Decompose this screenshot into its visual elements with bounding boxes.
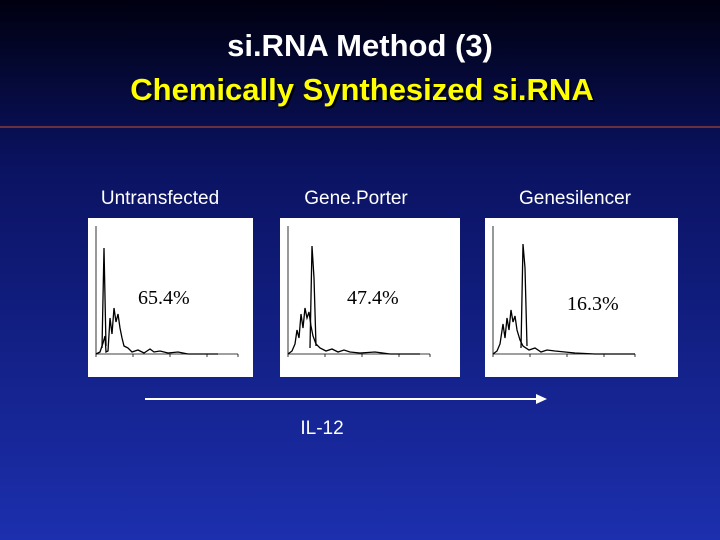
histogram-panel: 47.4%: [280, 218, 460, 377]
percent-label: 16.3%: [567, 293, 619, 315]
percent-label: 47.4%: [347, 287, 399, 309]
percent-label: 65.4%: [138, 287, 190, 309]
panel-label: Gene.Porter: [304, 188, 408, 209]
axis-label: IL-12: [300, 418, 343, 439]
histogram-panel: 65.4%: [88, 218, 253, 377]
slide-subtitle: Chemically Synthesized si.RNA: [130, 72, 593, 107]
arrow-head: [536, 394, 547, 404]
slide-title: si.RNA Method (3): [227, 28, 493, 63]
panel-label: Untransfected: [101, 188, 219, 209]
panel-label: Genesilencer: [519, 188, 632, 209]
histogram-panel: 16.3%: [485, 218, 678, 377]
